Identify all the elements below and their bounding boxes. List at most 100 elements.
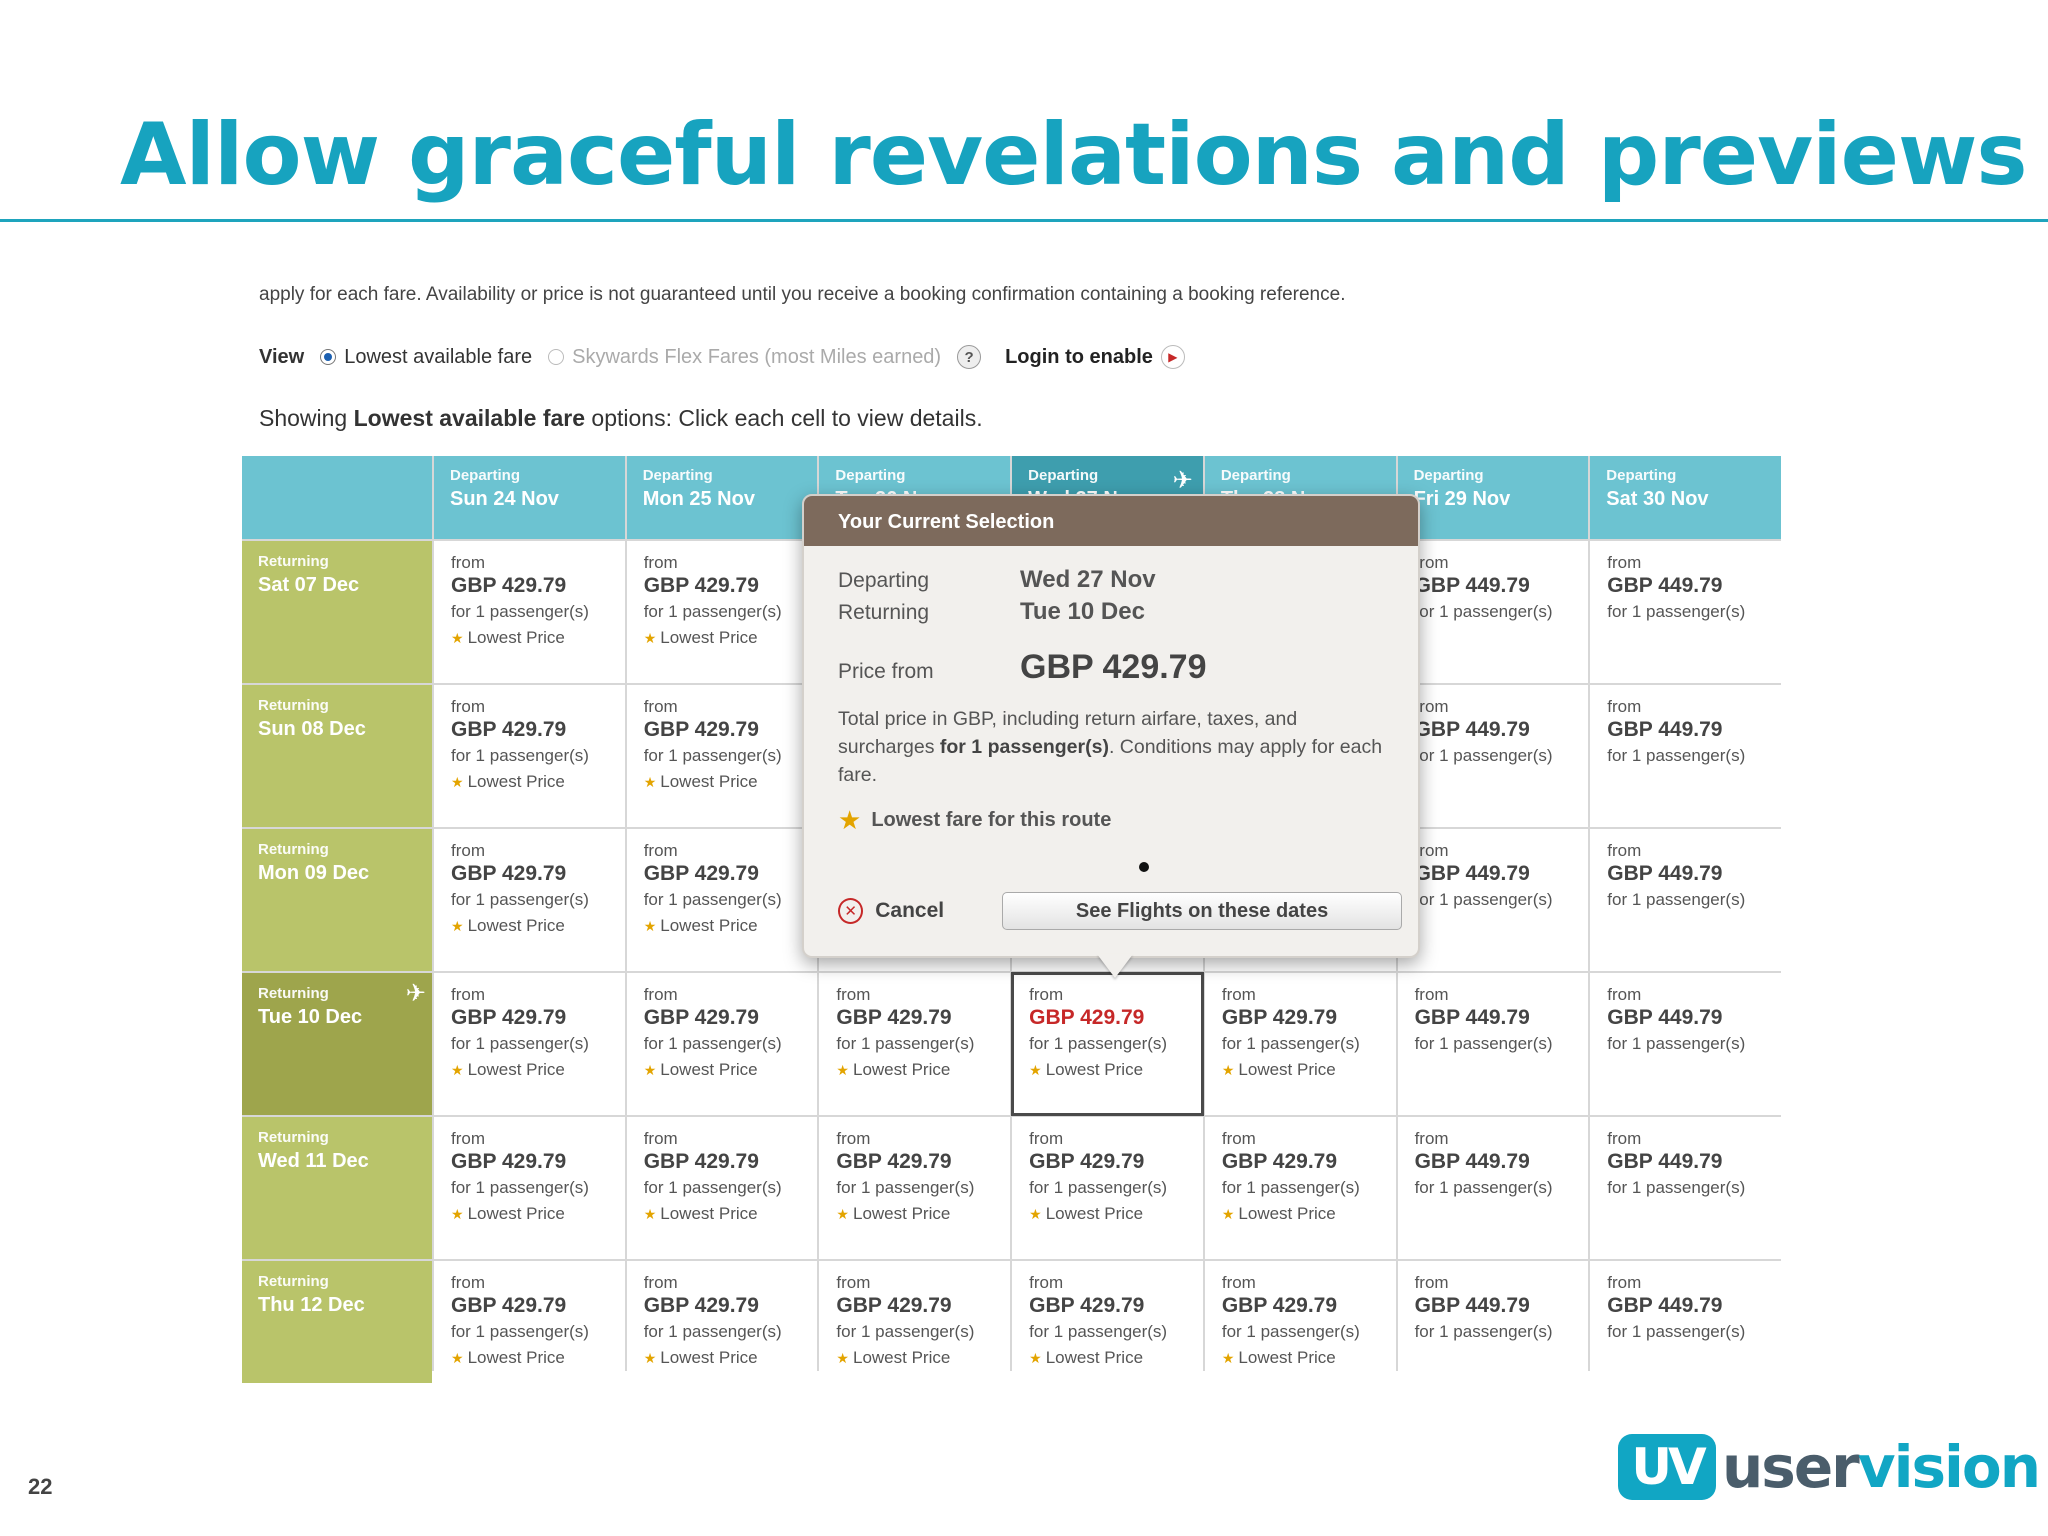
returning-header[interactable]: Returning Tue 10 Dec ✈ [242,973,432,1115]
fare-cell[interactable]: from GBP 449.79 for 1 passenger(s) [1397,973,1589,1115]
popup-description-b: . Conditions may apply for each fare. [838,736,1383,786]
fare-cell[interactable]: from GBP 429.79 for 1 passenger(s) ★Lowest … [434,829,625,971]
title-divider [0,219,2048,222]
fare-cell[interactable]: from GBP 449.79 for 1 passenger(s) [1590,685,1781,827]
uservision-logo: UV user vision [1618,1432,2041,1502]
fare-from-label: from [1607,985,1642,1004]
fare-passengers: for 1 passenger(s) [1607,1178,1746,1197]
mouse-cursor [1139,862,1149,872]
fare-cell[interactable]: from GBP 429.79 for 1 passenger(s) ★Lowest … [626,973,818,1115]
fare-cell[interactable]: from GBP 449.79 for 1 passenger(s) [1590,829,1781,971]
fare-cell[interactable]: from GBP 429.79 for 1 passenger(s) ★Lowest … [1011,972,1204,1116]
play-arrow-icon[interactable]: ▶ [1160,345,1185,369]
fare-cell[interactable]: from GBP 429.79 for 1 passenger(s) ★Lowest … [1012,1117,1203,1259]
fare-from-label: from [1221,1129,1256,1148]
departing-header[interactable]: Departing Fri 29 Nov [1397,456,1589,539]
returning-header[interactable]: Returning Wed 11 Dec [242,1117,432,1259]
fare-from-label: from [1414,841,1449,860]
fare-from-label: from [1607,841,1642,860]
departing-date: Mon 25 Nov [642,488,755,510]
cancel-button[interactable]: Cancel [875,899,945,922]
fare-cell[interactable]: from GBP 429.79 for 1 passenger(s) ★Lowest … [1204,1117,1396,1259]
fare-cell[interactable]: from GBP 449.79 for 1 passenger(s) [1397,829,1589,971]
fare-cell[interactable]: from GBP 429.79 for 1 passenger(s) ★Lowest … [434,1261,625,1383]
returning-date: Tue 10 Dec [258,1006,363,1028]
departing-label: Departing [450,467,521,484]
popup-lowest-fare-label: Lowest fare for this route [871,809,1112,831]
fare-cell[interactable]: from GBP 449.79 for 1 passenger(s) [1590,541,1781,683]
fare-cell[interactable]: from GBP 449.79 for 1 passenger(s) [1590,1261,1781,1383]
popup-returning-row: Returning Tue 10 Dec [838,598,1384,626]
returning-header[interactable]: Returning Sun 08 Dec [242,685,432,827]
logo-mark: UV [1618,1434,1716,1500]
fare-price: GBP 429.79 [1221,1006,1338,1029]
login-to-enable-link[interactable]: Login to enable [1005,345,1153,368]
lowest-price-badge: ★Lowest Price [451,1348,608,1368]
fare-from-label: from [1414,553,1449,572]
fare-cell[interactable]: from GBP 429.79 for 1 passenger(s) ★Lowest … [626,829,818,971]
fare-cell[interactable]: from GBP 449.79 for 1 passenger(s) [1590,973,1781,1115]
fare-cell[interactable]: from GBP 429.79 for 1 passenger(s) ★Lowest … [626,685,818,827]
fare-passengers: for 1 passenger(s) [451,1322,589,1341]
returning-header[interactable]: Returning Sat 07 Dec [242,541,432,683]
lowest-price-label: Lowest Price [1045,1204,1144,1223]
logo-text-vision: vision [1857,1433,2041,1501]
departing-header[interactable]: Departing Sat 30 Nov [1590,456,1781,539]
fare-price: GBP 429.79 [1029,1294,1145,1317]
fare-cell[interactable]: from GBP 429.79 for 1 passenger(s) ★Lowest … [819,1117,1011,1259]
lowest-price-label: Lowest Price [467,772,565,791]
fare-price: GBP 429.79 [643,574,759,597]
fare-cell[interactable]: from GBP 429.79 for 1 passenger(s) ★Lowest … [819,973,1011,1115]
fare-cell[interactable]: from GBP 449.79 for 1 passenger(s) [1397,541,1589,683]
lowest-price-badge: ★Lowest Price [1222,1204,1379,1224]
fare-cell[interactable]: from GBP 429.79 for 1 passenger(s) ★Lowest … [434,973,625,1115]
fare-price: GBP 429.79 [451,1294,567,1317]
fare-price: GBP 449.79 [1607,1006,1723,1029]
lowest-price-label: Lowest Price [467,1204,565,1223]
lowest-fare-radio[interactable] [320,349,337,365]
star-icon: ★ [643,918,657,934]
fare-from-label: from [1607,1129,1642,1148]
see-flights-button[interactable]: See Flights on these dates [1002,892,1402,930]
star-icon: ★ [836,1206,849,1222]
returning-header[interactable]: Returning Mon 09 Dec [242,829,432,971]
fare-cell[interactable]: from GBP 449.79 for 1 passenger(s) [1397,1261,1589,1383]
fare-cell[interactable]: from GBP 429.79 for 1 passenger(s) ★Lowest … [626,1117,818,1259]
fare-cell[interactable]: from GBP 429.79 for 1 passenger(s) ★Lowest … [626,1261,818,1383]
fare-cell[interactable]: from GBP 429.79 for 1 passenger(s) ★Lowest … [819,1261,1011,1383]
lowest-fare-option-label[interactable]: Lowest available fare [344,345,533,368]
fare-price: GBP 429.79 [643,1150,759,1173]
fare-cell[interactable]: from GBP 429.79 for 1 passenger(s) ★Lowest … [434,541,625,683]
fare-passengers: for 1 passenger(s) [1414,746,1553,765]
showing-suffix: options: Click each cell to view details… [591,405,983,431]
fare-cell[interactable]: from GBP 449.79 for 1 passenger(s) [1397,1117,1589,1259]
departing-label: Departing [835,467,906,484]
fare-price: GBP 449.79 [1607,718,1723,741]
departing-header[interactable]: Departing Mon 25 Nov [626,456,818,539]
fare-from-label: from [643,697,678,716]
fare-cell[interactable]: from GBP 429.79 for 1 passenger(s) ★Lowest … [434,1117,625,1259]
fare-price: GBP 429.79 [643,718,759,741]
fare-cell[interactable]: from GBP 429.79 for 1 passenger(s) ★Lowest … [1204,1261,1396,1383]
fare-passengers: for 1 passenger(s) [1221,1322,1360,1341]
fare-cell[interactable]: from GBP 449.79 for 1 passenger(s) [1397,685,1589,827]
departing-label: Departing [1606,467,1677,484]
fare-cell[interactable]: from GBP 429.79 for 1 passenger(s) ★Lowest … [626,541,818,683]
returning-label: Returning [258,697,329,714]
lowest-price-badge: ★Lowest Price [451,628,608,648]
popup-returning-label: Returning [838,601,930,624]
fare-cell[interactable]: from GBP 449.79 for 1 passenger(s) [1590,1117,1781,1259]
returning-header[interactable]: Returning Thu 12 Dec [242,1261,432,1383]
fare-from-label: from [451,697,485,716]
star-icon: ★ [643,1350,657,1366]
fare-cell[interactable]: from GBP 429.79 for 1 passenger(s) ★Lowest … [434,685,625,827]
departing-header[interactable]: Departing Sun 24 Nov [434,456,625,539]
fare-cell[interactable]: from GBP 429.79 for 1 passenger(s) ★Lowest … [1204,973,1396,1115]
fare-from-label: from [1029,985,1064,1004]
fare-cell[interactable]: from GBP 429.79 for 1 passenger(s) ★Lowest … [1012,1261,1203,1383]
lowest-price-badge: ★Lowest Price [1222,1060,1379,1080]
cancel-icon[interactable]: ✕ [838,898,864,924]
returning-label: Returning [258,841,329,858]
fare-passengers: for 1 passenger(s) [643,1178,782,1197]
help-icon[interactable]: ? [957,345,982,369]
